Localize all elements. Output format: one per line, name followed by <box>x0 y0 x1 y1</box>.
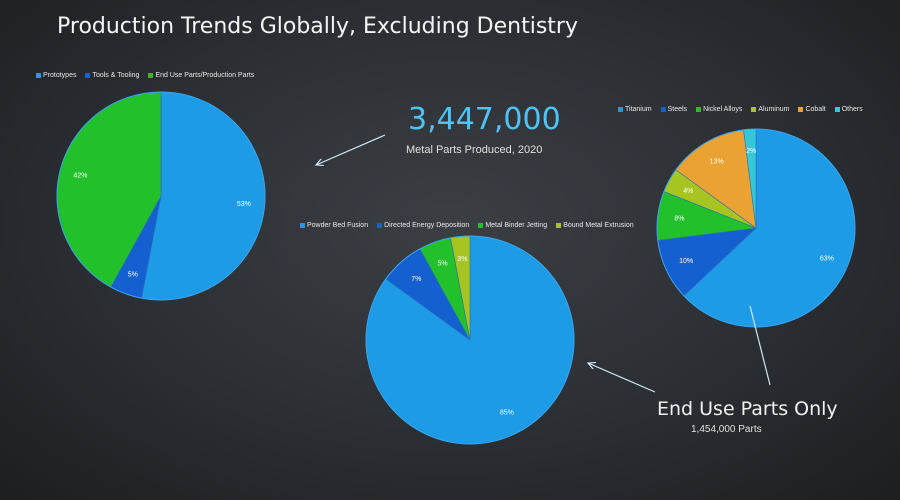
legend-swatch <box>478 223 484 228</box>
legend-entry: Aluminum <box>751 106 789 113</box>
pie-data-label: 5% <box>437 261 447 268</box>
legend-swatch <box>377 223 383 228</box>
pointer-to-chart-3 <box>749 305 771 386</box>
legend-entry: Metal Binder Jetting <box>478 222 547 229</box>
headline-value: 3,447,000 <box>408 102 561 137</box>
legend-swatch <box>36 73 41 78</box>
legend-entry: Prototypes <box>36 72 76 79</box>
legend-swatch <box>834 107 840 112</box>
legend-label: Aluminum <box>758 106 790 113</box>
legend-label: Nickel Alloys <box>703 106 743 113</box>
legend-entry: Powder Bed Fusion <box>300 222 368 229</box>
pie-outline <box>56 91 266 301</box>
legend-entry: End Use Parts/Production Parts <box>148 72 254 79</box>
legend-label: Cobalt <box>805 106 826 113</box>
legend-swatch <box>751 107 757 112</box>
pie-chart-2: 85% 7% 5% 3% <box>365 235 575 445</box>
legend-label: Metal Binder Jetting <box>485 222 548 229</box>
arrow-to-chart-2 <box>588 363 656 393</box>
legend-swatch <box>798 107 804 112</box>
headline-caption: Metal Parts Produced, 2020 <box>406 144 543 156</box>
pie-data-label: 63% <box>820 256 834 263</box>
pie-data-label: 2% <box>746 148 756 155</box>
pie-data-label: 42% <box>73 172 87 179</box>
legend-label: Bound Metal Extrusion <box>563 222 634 229</box>
pie-data-label: 53% <box>237 201 251 208</box>
legend-swatch <box>148 73 154 78</box>
legend-swatch <box>618 107 623 112</box>
pie-data-label: 10% <box>679 258 693 265</box>
legend-label: Powder Bed Fusion <box>307 222 369 229</box>
pie-data-label: 3% <box>457 256 467 263</box>
pie-data-label: 13% <box>710 159 724 166</box>
arrow-to-chart-1 <box>316 134 386 165</box>
legend-label: Tools & Tooling <box>92 72 140 79</box>
pie-outline <box>365 235 575 445</box>
end-use-label: End Use Parts Only <box>657 398 838 420</box>
legend-chart-3: Titanium Steels Nickel Alloys Aluminum Cobal… <box>618 106 863 113</box>
legend-entry: Directed Energy Deposition <box>377 222 469 229</box>
pie-data-label: 5% <box>128 271 138 278</box>
legend-label: Titanium <box>625 106 652 113</box>
legend-label: Steels <box>667 106 688 113</box>
legend-chart-1: Prototypes Tools & Tooling End Use Parts/P… <box>36 72 254 79</box>
legend-entry: Tools & Tooling <box>85 72 139 79</box>
legend-label: Directed Energy Deposition <box>384 222 470 229</box>
legend-swatch <box>300 223 305 228</box>
end-use-count: 1,454,000 Parts <box>691 424 762 435</box>
legend-label: Prototypes <box>43 72 77 79</box>
legend-label: End Use Parts/Production Parts <box>155 72 255 79</box>
pie-data-label: 7% <box>411 276 421 283</box>
legend-swatch <box>696 107 702 112</box>
pie-outline <box>656 128 856 328</box>
legend-entry: Titanium <box>618 106 652 113</box>
page-title: Production Trends Globally, Excluding De… <box>57 14 578 39</box>
legend-entry: Steels <box>660 106 688 113</box>
legend-entry: Others <box>834 106 863 113</box>
legend-label: Others <box>841 106 863 113</box>
legend-entry: Nickel Alloys <box>696 106 742 113</box>
legend-swatch <box>556 223 562 228</box>
pie-chart-1: 53% 5% 42% <box>56 91 266 301</box>
legend-swatch <box>660 107 666 112</box>
legend-entry: Bound Metal Extrusion <box>556 222 634 229</box>
legend-swatch <box>85 73 91 78</box>
legend-entry: Cobalt <box>798 106 826 113</box>
pie-data-label: 85% <box>500 409 514 416</box>
pie-data-label: 4% <box>683 188 693 195</box>
legend-chart-2: Powder Bed Fusion Directed Energy Deposit… <box>300 222 634 229</box>
pie-chart-3: 63% 10% 8% 4% 13% 2% <box>656 128 856 328</box>
pie-data-label: 8% <box>674 215 684 222</box>
